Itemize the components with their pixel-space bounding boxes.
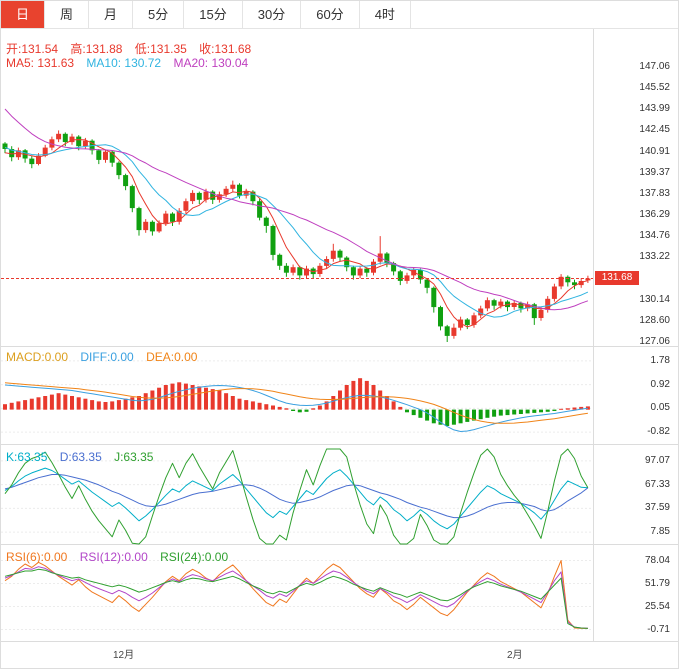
- tab-4hour[interactable]: 4时: [360, 1, 411, 28]
- tab-week[interactable]: 周: [45, 1, 90, 28]
- timeframe-tabbar: 日 周 月 5分 15分 30分 60分 4时: [1, 1, 678, 29]
- tab-5min[interactable]: 5分: [133, 1, 185, 28]
- tab-15min[interactable]: 15分: [184, 1, 243, 28]
- tab-60min[interactable]: 60分: [301, 1, 360, 28]
- tab-day[interactable]: 日: [1, 1, 46, 28]
- chart-area: 开:131.54 高:131.88 低:131.35 收:131.68 MA5:…: [1, 29, 678, 669]
- tab-30min[interactable]: 30分: [243, 1, 302, 28]
- chart-canvas[interactable]: [1, 29, 678, 669]
- tab-month[interactable]: 月: [89, 1, 134, 28]
